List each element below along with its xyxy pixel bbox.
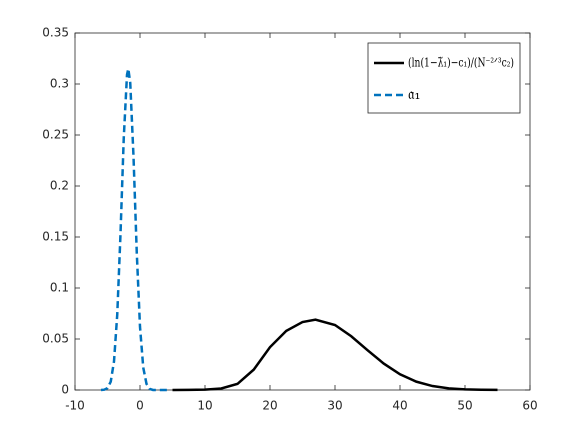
y-tick-label: 0.05	[42, 332, 69, 346]
x-tick-label: 10	[197, 399, 212, 413]
y-tick-label: 0	[61, 383, 69, 397]
legend-box	[367, 42, 521, 114]
series-line	[100, 68, 170, 392]
y-tick-label: 0.2	[50, 179, 69, 193]
x-tick-label: -10	[65, 399, 85, 413]
x-tick-label: 0	[136, 399, 144, 413]
series-line	[172, 318, 498, 392]
x-tick-label: 60	[522, 399, 537, 413]
legend-label: 𝔞₁	[408, 85, 421, 103]
y-tick-label: 0.3	[50, 77, 69, 91]
y-tick-label: 0.1	[50, 281, 69, 295]
x-tick-label: 30	[327, 399, 342, 413]
x-tick-label: 50	[457, 399, 472, 413]
x-tick-label: 40	[392, 399, 407, 413]
x-tick-label: 20	[262, 399, 277, 413]
legend-label: (ln(1−λ̃₁)−c₁)/(N⁻²ᐟ³c₂)	[408, 56, 514, 70]
y-tick-label: 0.35	[42, 26, 69, 40]
y-tick-label: 0.15	[42, 230, 69, 244]
y-tick-label: 0.25	[42, 128, 69, 142]
